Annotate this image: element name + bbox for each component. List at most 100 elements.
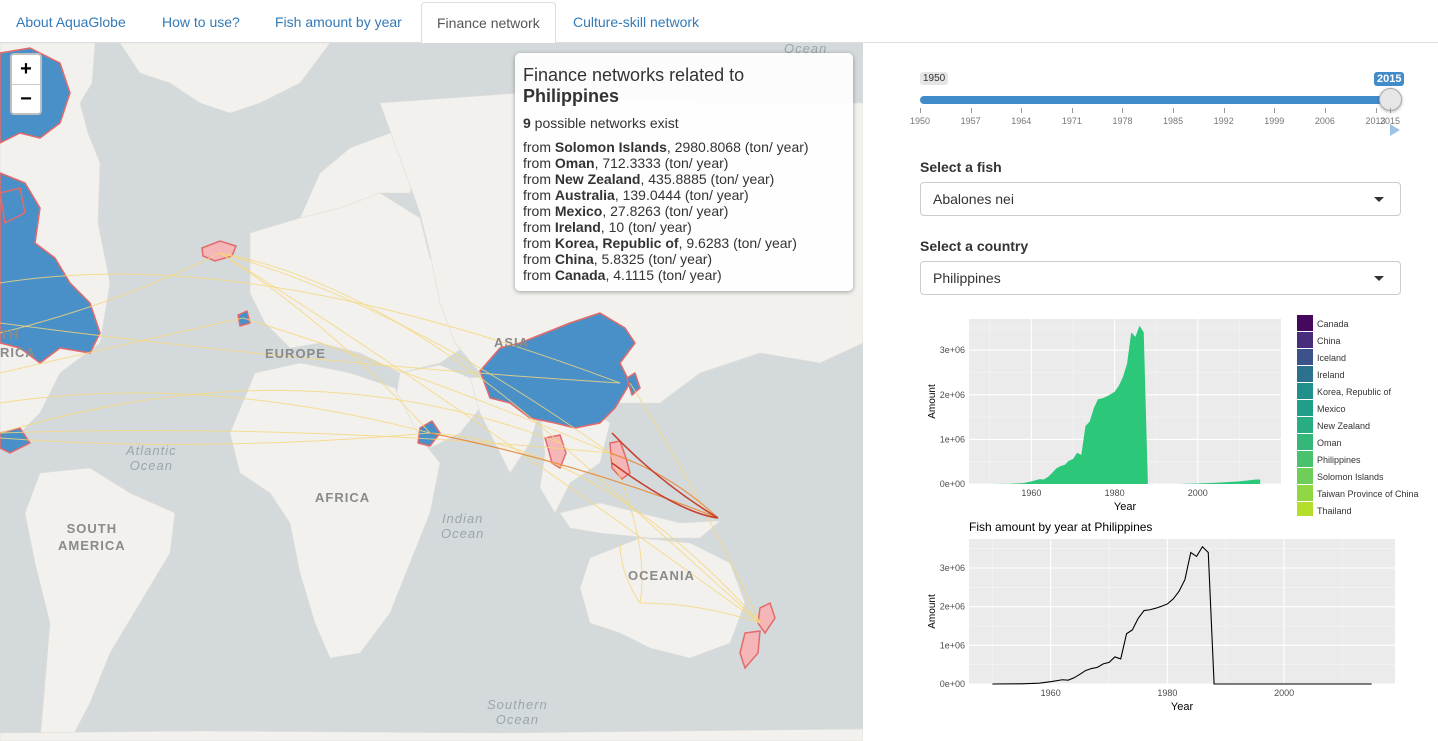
slider-tick-label: 1999 bbox=[1264, 116, 1285, 126]
legend-swatch bbox=[1297, 451, 1313, 467]
slider-tick bbox=[970, 108, 972, 113]
legend-swatch bbox=[1297, 315, 1313, 331]
row-country: Solomon Islands bbox=[554, 139, 667, 155]
row-country: New Zealand bbox=[554, 171, 641, 187]
chart-title: Fish amount by year at Philippines bbox=[969, 520, 1152, 534]
zoom-control: + − bbox=[10, 53, 42, 115]
row-from: from bbox=[523, 139, 555, 155]
legend-swatch bbox=[1297, 468, 1313, 484]
legend-swatch bbox=[1297, 383, 1313, 399]
slider-tick bbox=[1274, 108, 1276, 113]
slider-tick bbox=[1122, 108, 1124, 113]
label-africa: AFRICA bbox=[315, 490, 371, 505]
legend-label: Solomon Islands bbox=[1317, 472, 1384, 482]
legend-swatch bbox=[1297, 502, 1313, 516]
row-value: , 5.8325 (ton/ year) bbox=[593, 251, 713, 267]
popup-title: Finance networks related to Philippines bbox=[523, 65, 845, 107]
slider-tick-label: 1978 bbox=[1112, 116, 1133, 126]
x-tick-label: 1960 bbox=[1021, 488, 1041, 498]
y-tick-label: 0e+00 bbox=[940, 479, 965, 489]
fish-select[interactable]: Abalones nei bbox=[920, 182, 1401, 216]
slider-tick-label: 2006 bbox=[1314, 116, 1335, 126]
y-tick-label: 3e+06 bbox=[940, 345, 965, 355]
slider-tick-label: 1971 bbox=[1061, 116, 1082, 126]
legend-label: Taiwan Province of China bbox=[1317, 489, 1419, 499]
row-country: Oman bbox=[554, 155, 595, 171]
year-slider-ticks: 1950 1957 1964 1971 1978 1985 1992 1999 2006 2013… bbox=[910, 108, 1401, 132]
legend-label: Ireland bbox=[1317, 370, 1345, 380]
slider-tick bbox=[920, 108, 921, 113]
world-map[interactable]: EUROPE AFRICA SOUTH AMERICA OCEANIA ASIA… bbox=[0, 43, 863, 741]
label-north-america-fragment-1: TH bbox=[0, 327, 20, 342]
zoom-in-button[interactable]: + bbox=[20, 58, 32, 80]
legend-swatch bbox=[1297, 366, 1313, 382]
legend-top-mask bbox=[1295, 311, 1433, 315]
country-select-label: Select a country bbox=[920, 238, 1029, 254]
legend-label: China bbox=[1317, 336, 1341, 346]
row-value: , 712.3333 (ton/ year) bbox=[594, 155, 729, 171]
popup-row: from Ireland, 10 (ton/ year) bbox=[523, 219, 845, 235]
slider-tick-label: 1985 bbox=[1163, 116, 1184, 126]
row-from: from bbox=[523, 251, 555, 267]
row-country: Korea, Republic of bbox=[554, 235, 679, 251]
row-value: , 10 (ton/ year) bbox=[600, 219, 692, 235]
line-series-philippines bbox=[992, 545, 1372, 685]
label-ocean-top: Ocean bbox=[784, 43, 828, 56]
country-select-value: Philippines bbox=[933, 270, 1001, 286]
year-slider-track[interactable] bbox=[920, 96, 1390, 104]
x-tick-label: 1980 bbox=[1157, 688, 1177, 698]
slider-tick-label: 2015 bbox=[1379, 116, 1401, 126]
popup-count-number: 9 bbox=[523, 115, 531, 131]
popup-rows: from Solomon Islands, 2980.8068 (ton/ ye… bbox=[523, 139, 845, 283]
label-atlantic-ocean: Atlantic Ocean bbox=[126, 443, 177, 473]
slider-tick bbox=[1324, 108, 1326, 113]
legend-label: New Zealand bbox=[1317, 421, 1370, 431]
popup-row: from China, 5.8325 (ton/ year) bbox=[523, 251, 845, 267]
legend-label: Korea, Republic of bbox=[1317, 387, 1392, 397]
legend-swatch bbox=[1297, 434, 1313, 450]
label-indian-ocean: Indian Ocean bbox=[441, 511, 485, 541]
label-oceania: OCEANIA bbox=[628, 568, 695, 583]
legend-swatch bbox=[1297, 332, 1313, 348]
plot-panel bbox=[969, 539, 1395, 684]
slider-tick bbox=[1223, 108, 1225, 113]
row-value: , 27.8263 (ton/ year) bbox=[602, 203, 729, 219]
legend-swatch bbox=[1297, 349, 1313, 365]
fish-select-value: Abalones nei bbox=[933, 191, 1014, 207]
x-tick-label: 1960 bbox=[1041, 688, 1061, 698]
popup-row: from Solomon Islands, 2980.8068 (ton/ ye… bbox=[523, 139, 845, 155]
fish-select-label: Select a fish bbox=[920, 159, 1002, 175]
x-tick-label: 1980 bbox=[1105, 488, 1125, 498]
legend-swatch bbox=[1297, 485, 1313, 501]
x-tick-label: 2000 bbox=[1274, 688, 1294, 698]
tab-culture-skill-network[interactable]: Culture-skill network bbox=[573, 14, 700, 30]
tab-how-to-use[interactable]: How to use? bbox=[162, 14, 240, 30]
tab-finance-network[interactable]: Finance network bbox=[421, 2, 556, 44]
label-south-america: SOUTH AMERICA bbox=[58, 521, 126, 553]
finance-network-popup: Finance networks related to Philippines … bbox=[515, 53, 853, 291]
y-tick-label: 2e+06 bbox=[940, 602, 965, 612]
y-axis-label: Amount bbox=[927, 594, 938, 629]
y-tick-label: 1e+06 bbox=[940, 640, 965, 650]
slider-tick-label: 1992 bbox=[1213, 116, 1234, 126]
chevron-down-icon bbox=[1374, 276, 1384, 281]
row-from: from bbox=[523, 171, 555, 187]
row-value: , 435.8885 (ton/ year) bbox=[640, 171, 775, 187]
popup-row: from Oman, 712.3333 (ton/ year) bbox=[523, 155, 845, 171]
country-select[interactable]: Philippines bbox=[920, 261, 1401, 295]
area-chart: 1960 1980 2000 0e+00 1e+06 2e+06 3e+06 Year Amou… bbox=[927, 311, 1433, 516]
slider-tick-label: 1964 bbox=[1011, 116, 1032, 126]
y-tick-label: 3e+06 bbox=[940, 563, 965, 573]
row-from: from bbox=[523, 219, 555, 235]
popup-row: from Mexico, 27.8263 (ton/ year) bbox=[523, 203, 845, 219]
zoom-out-button[interactable]: − bbox=[12, 84, 40, 113]
row-country: China bbox=[554, 251, 594, 267]
play-icon[interactable] bbox=[1390, 124, 1400, 136]
legend-swatch bbox=[1297, 400, 1313, 416]
tab-about[interactable]: About AquaGlobe bbox=[16, 14, 126, 30]
tab-fish-amount-by-year[interactable]: Fish amount by year bbox=[275, 14, 402, 30]
row-country: Ireland bbox=[554, 219, 601, 235]
row-value: , 9.6283 (ton/ year) bbox=[678, 235, 797, 251]
row-country: Mexico bbox=[554, 203, 603, 219]
popup-row: from Korea, Republic of, 9.6283 (ton/ ye… bbox=[523, 235, 845, 251]
